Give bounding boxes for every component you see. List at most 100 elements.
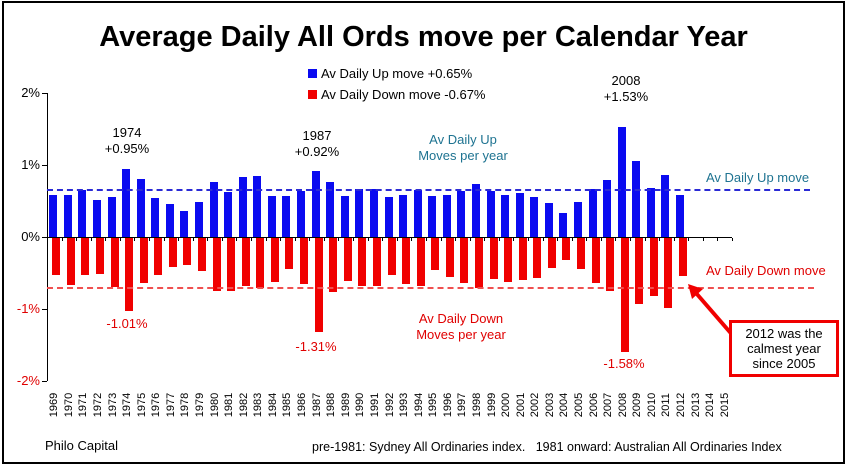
bar-down-1972 [96,238,104,274]
annotation-1987: 1987 +0.92% [294,128,340,159]
x-axis-tick [149,238,151,241]
x-axis-tick [105,238,107,241]
x-axis-year-label: 1995 [427,392,440,418]
bar-up-1992 [384,196,393,237]
x-axis-year-label: 2011 [660,393,673,417]
x-axis-tick [732,238,733,241]
mean-up-dashed-line [47,189,810,192]
x-axis-tick [134,238,136,241]
x-axis-tick [717,238,719,241]
y-axis-label: 1% [21,157,40,172]
bar-down-1981 [227,238,236,292]
x-axis-year-label: 1992 [383,392,396,418]
y-axis-tick [42,165,47,166]
x-axis-year-label: 1977 [164,392,177,418]
x-axis-year-label: 2008 [616,392,629,418]
bar-down-2011 [664,238,673,308]
y-axis-label: 0% [21,229,40,244]
annotation-neg-1974: -1.01% [106,316,148,331]
annotation-neg-2008: -1.58% [603,356,645,371]
x-axis-tick [47,238,48,241]
footer-source: Philo Capital [45,438,118,453]
x-axis-year-label: 1990 [354,392,367,418]
x-axis-year-label: 1973 [106,392,119,418]
bar-up-1985 [282,195,291,237]
x-axis-year-label: 2005 [572,392,585,418]
x-axis-year-label: 1993 [398,392,411,418]
x-axis-tick [90,238,92,241]
x-axis-tick [513,238,515,241]
x-axis-year-label: 2012 [674,392,687,418]
bar-up-1988 [326,182,335,237]
y-axis-label: -2% [16,373,40,388]
bar-up-2012 [675,195,684,237]
bar-down-1991 [372,238,381,287]
x-axis-tick [469,238,471,241]
bar-down-1975 [139,238,148,284]
bar-down-2009 [635,238,644,305]
mean-down-dashed-line [47,287,814,290]
bar-down-2005 [576,238,585,269]
x-axis-year-label: 1976 [150,392,163,418]
bar-up-1983 [253,175,262,237]
x-axis-tick [338,238,340,241]
x-axis-tick [192,238,194,241]
y-axis-tick [42,237,47,238]
x-axis-tick [673,238,675,241]
x-axis-year-label: 1991 [368,392,381,418]
x-axis-year-label: 1988 [325,392,338,418]
x-axis-year-label: 1969 [48,392,61,418]
bar-up-1973 [107,196,116,237]
x-axis-tick [542,238,544,241]
bar-down-1980 [212,238,221,291]
bar-down-2001 [518,238,527,281]
bar-up-1978 [180,211,189,237]
bar-down-1979 [198,238,207,272]
y-axis-tick [42,309,47,310]
bar-down-1993 [402,238,411,285]
bar-down-1998 [474,238,483,289]
x-axis-tick [163,238,165,241]
legend-up-label: Av Daily Up move +0.65% [321,66,473,81]
bar-up-1969 [49,195,58,237]
bar-up-2009 [632,161,641,237]
x-axis-tick [425,238,427,241]
bar-up-1989 [340,195,349,237]
bar-down-1983 [256,238,265,288]
x-axis-year-label: 1997 [456,392,469,418]
bar-down-1992 [387,238,396,276]
x-axis-year-label: 1978 [179,392,192,418]
x-axis-year-label: 1987 [310,392,323,418]
legend-item-up: Av Daily Up move +0.65% [308,63,486,84]
x-axis-year-label: 1998 [470,392,483,418]
y-axis-tick [42,93,47,94]
x-axis-year-label: 1996 [441,392,454,418]
x-axis-year-label: 2001 [514,392,527,418]
bar-up-1971 [78,190,87,237]
bar-up-1974 [122,168,131,237]
x-axis-year-label: 2013 [689,392,702,418]
bar-down-1970 [66,238,75,285]
x-axis-year-label: 1980 [208,392,221,418]
bar-up-1999 [486,190,495,237]
x-axis-year-label: 2009 [631,392,644,418]
bar-up-1987 [311,170,320,237]
x-axis-year-label: 2007 [602,392,615,418]
legend-down-swatch [308,90,317,99]
bar-up-1990 [355,188,364,237]
bar-up-2008 [617,126,626,237]
x-axis-year-label: 1974 [121,392,134,418]
bar-down-1994 [416,238,425,287]
x-axis-year-label: 1970 [62,392,75,418]
bar-down-1988 [329,238,338,292]
x-axis-tick [411,238,413,241]
down-series-note: Av Daily Down Moves per year [416,311,506,342]
x-axis-year-label: 1982 [237,392,250,418]
x-axis-tick [455,238,457,241]
x-axis-year-label: 2014 [704,392,717,418]
bar-up-1980 [209,182,218,237]
x-axis-tick [557,238,559,241]
x-axis-tick [251,238,253,241]
